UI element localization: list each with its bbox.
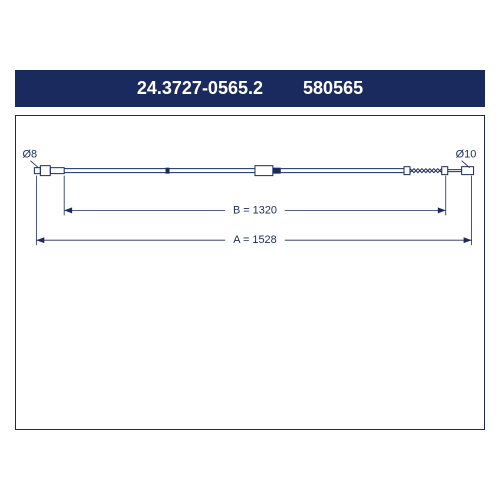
- part-number-secondary: 580565: [303, 78, 363, 98]
- dimension-a-label: A = 1528: [233, 234, 276, 246]
- diagram-svg: Ø8 Ø10: [16, 116, 484, 429]
- page-container: 24.3727-0565.2 580565 Ø8 Ø10: [0, 0, 500, 500]
- left-end-fitting: [34, 166, 64, 176]
- technical-diagram: Ø8 Ø10: [15, 115, 485, 430]
- cable-body: [64, 166, 404, 176]
- left-diameter-label: Ø8: [22, 149, 37, 161]
- part-number-primary: 24.3727-0565.2: [137, 78, 263, 98]
- header-bar: 24.3727-0565.2 580565: [15, 70, 485, 107]
- right-end-fitting: [404, 167, 474, 175]
- dimension-b-label: B = 1320: [233, 204, 277, 216]
- dimension-b: B = 1320: [64, 176, 446, 217]
- right-diameter-label: Ø10: [456, 149, 477, 161]
